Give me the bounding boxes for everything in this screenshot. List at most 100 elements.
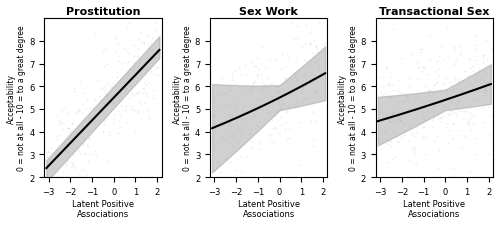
Point xyxy=(414,108,422,112)
Point xyxy=(128,93,136,96)
Point xyxy=(442,106,450,110)
Point xyxy=(436,88,444,92)
Point xyxy=(75,178,83,182)
Point xyxy=(210,115,218,119)
Point xyxy=(238,129,246,133)
Point xyxy=(54,178,62,182)
Point xyxy=(433,135,441,138)
Point xyxy=(227,113,235,117)
Point xyxy=(425,110,433,113)
Point xyxy=(467,104,475,108)
Point xyxy=(224,132,232,136)
Point xyxy=(455,110,463,113)
Point xyxy=(406,76,414,80)
Point xyxy=(69,164,77,168)
Point xyxy=(260,86,268,90)
Point xyxy=(94,79,102,82)
Point xyxy=(248,86,256,89)
Point xyxy=(389,112,397,116)
Point xyxy=(56,175,64,178)
Point xyxy=(374,76,382,79)
Point xyxy=(122,122,130,125)
Point xyxy=(390,89,398,93)
Point xyxy=(276,97,283,101)
Point xyxy=(114,95,122,99)
Point xyxy=(312,76,320,79)
Point xyxy=(449,166,457,170)
Point xyxy=(228,108,236,111)
Point xyxy=(46,164,54,167)
Point xyxy=(44,203,52,207)
Point xyxy=(73,112,81,115)
Point xyxy=(244,88,252,92)
Point xyxy=(472,89,480,92)
Point xyxy=(270,114,278,117)
Point xyxy=(62,164,70,168)
Point xyxy=(133,55,141,59)
Y-axis label: Acceptability
0 = not at all - 10 = to a great degree: Acceptability 0 = not at all - 10 = to a… xyxy=(7,26,26,171)
Point xyxy=(408,131,416,135)
Point xyxy=(303,68,311,72)
Point xyxy=(418,106,426,110)
Point xyxy=(446,110,454,114)
Point xyxy=(260,118,268,122)
Point xyxy=(108,102,116,105)
Point xyxy=(434,108,442,112)
Point xyxy=(444,142,452,145)
Point xyxy=(127,108,135,111)
Point xyxy=(101,91,109,94)
Point xyxy=(275,132,283,135)
Point xyxy=(62,208,70,212)
Point xyxy=(474,70,482,74)
Point xyxy=(110,100,118,104)
Point xyxy=(383,67,391,70)
Point xyxy=(426,89,434,93)
Point xyxy=(101,103,109,106)
Point xyxy=(478,106,486,110)
Point xyxy=(382,131,390,134)
Point xyxy=(396,92,404,96)
Point xyxy=(148,97,156,101)
Point xyxy=(310,138,318,142)
Point xyxy=(308,120,316,124)
Point xyxy=(315,21,323,25)
Point xyxy=(150,17,158,21)
Point xyxy=(100,85,108,89)
Point xyxy=(386,139,394,143)
Point xyxy=(100,122,108,126)
Point xyxy=(479,57,487,61)
Point xyxy=(425,35,433,38)
Point xyxy=(396,119,404,123)
Point xyxy=(434,118,442,121)
Point xyxy=(44,163,52,167)
Point xyxy=(58,128,66,131)
Point xyxy=(306,42,314,46)
Point xyxy=(320,17,328,20)
Point xyxy=(228,135,236,138)
Point xyxy=(420,126,428,130)
Point xyxy=(131,93,139,97)
Point xyxy=(460,135,468,138)
Point xyxy=(84,121,92,125)
Point xyxy=(452,58,460,61)
Point xyxy=(241,118,249,121)
Point xyxy=(444,105,452,109)
Point xyxy=(148,0,156,2)
Point xyxy=(264,132,272,136)
Point xyxy=(122,86,130,90)
Point xyxy=(132,92,140,96)
Point xyxy=(216,139,224,143)
Point xyxy=(486,78,494,82)
Point xyxy=(254,98,262,102)
Point xyxy=(46,161,54,164)
Point xyxy=(55,119,63,122)
Point xyxy=(420,126,428,129)
Point xyxy=(142,92,150,95)
Point xyxy=(116,120,124,123)
Point xyxy=(256,119,264,123)
Point xyxy=(408,54,416,57)
Point xyxy=(120,88,128,91)
Point xyxy=(402,93,409,97)
Point xyxy=(146,72,154,76)
Point xyxy=(246,100,254,104)
